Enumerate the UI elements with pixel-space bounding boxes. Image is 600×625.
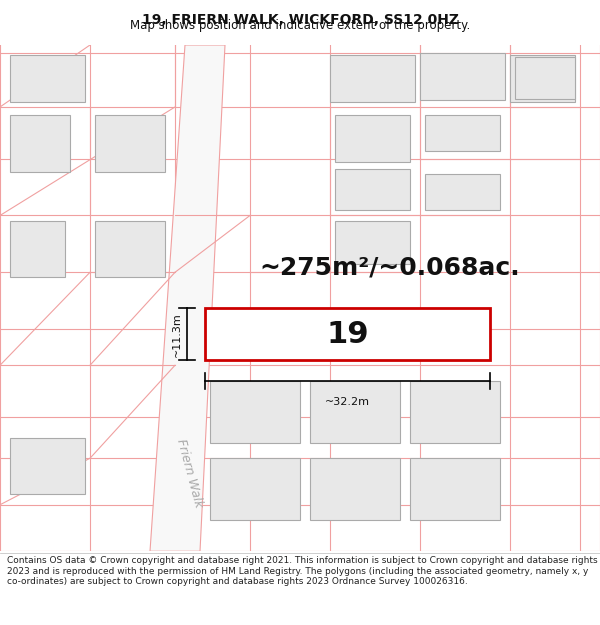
Bar	[215, 314, 305, 353]
Text: Map shows position and indicative extent of the property.: Map shows position and indicative extent…	[130, 19, 470, 32]
Bar	[210, 381, 300, 442]
Bar	[10, 438, 85, 494]
Text: ~275m²/~0.068ac.: ~275m²/~0.068ac.	[260, 255, 520, 279]
Bar	[10, 221, 65, 278]
Text: 19: 19	[326, 320, 369, 349]
Text: Contains OS data © Crown copyright and database right 2021. This information is : Contains OS data © Crown copyright and d…	[7, 556, 598, 586]
Bar	[330, 56, 415, 102]
Bar	[95, 221, 165, 278]
Bar	[420, 53, 505, 100]
Bar	[425, 174, 500, 210]
Bar	[410, 458, 500, 520]
Bar	[335, 169, 410, 210]
Bar	[510, 56, 575, 102]
Text: Friern Walk: Friern Walk	[175, 438, 205, 509]
Bar	[210, 458, 300, 520]
Text: ~11.3m: ~11.3m	[172, 312, 182, 357]
Bar	[310, 458, 400, 520]
Text: ~32.2m: ~32.2m	[325, 398, 370, 408]
Bar	[10, 56, 85, 102]
Bar	[310, 381, 400, 442]
Bar	[380, 314, 480, 353]
Bar	[515, 58, 575, 99]
Bar	[410, 381, 500, 442]
Bar	[205, 309, 490, 360]
Bar	[95, 115, 165, 172]
Bar	[335, 221, 410, 264]
Text: 19, FRIERN WALK, WICKFORD, SS12 0HZ: 19, FRIERN WALK, WICKFORD, SS12 0HZ	[142, 12, 458, 27]
Bar	[10, 115, 70, 172]
Bar	[425, 115, 500, 151]
Polygon shape	[150, 45, 225, 551]
Bar	[335, 115, 410, 162]
